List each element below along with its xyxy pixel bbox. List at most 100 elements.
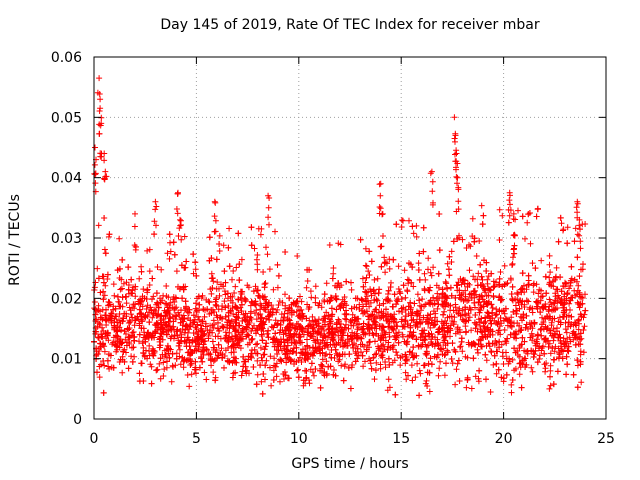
data-point — [127, 318, 134, 325]
data-point — [192, 324, 199, 331]
data-point — [229, 374, 236, 381]
data-point — [247, 314, 254, 321]
data-point — [462, 293, 469, 300]
data-point — [429, 188, 436, 195]
data-point — [102, 250, 109, 257]
data-point — [181, 233, 188, 240]
data-point — [550, 381, 557, 388]
data-point — [455, 310, 462, 317]
data-point — [377, 361, 384, 368]
data-point — [574, 362, 581, 369]
data-point — [231, 354, 237, 361]
data-point — [576, 273, 583, 280]
data-point — [530, 353, 537, 360]
data-point — [462, 304, 469, 311]
data-point — [550, 337, 557, 344]
data-point — [359, 326, 366, 333]
data-point — [164, 331, 170, 338]
data-point — [435, 342, 442, 349]
data-point — [232, 283, 239, 290]
data-point — [373, 306, 380, 313]
data-point — [160, 316, 167, 322]
data-point — [554, 368, 561, 375]
data-point — [101, 246, 108, 253]
data-point — [268, 382, 275, 389]
data-point — [260, 371, 267, 377]
data-point — [556, 314, 563, 321]
data-point — [211, 344, 218, 351]
data-point — [173, 206, 180, 212]
data-point — [164, 304, 171, 311]
data-point — [545, 343, 552, 350]
data-point — [128, 311, 135, 318]
data-point — [375, 333, 382, 339]
data-point — [444, 340, 451, 347]
data-point — [453, 366, 460, 373]
data-point — [258, 378, 265, 385]
data-point — [524, 219, 531, 226]
data-point — [170, 323, 177, 330]
data-point — [366, 355, 373, 362]
data-point — [225, 345, 231, 351]
data-point — [329, 330, 336, 337]
data-point — [100, 358, 107, 364]
data-point — [303, 315, 310, 322]
data-point — [473, 253, 480, 259]
data-point — [132, 293, 139, 300]
data-point — [117, 356, 124, 363]
data-point — [306, 380, 313, 387]
data-point — [183, 258, 190, 265]
data-point — [112, 305, 119, 312]
data-point — [210, 317, 217, 324]
data-point — [413, 336, 420, 343]
data-point — [480, 323, 487, 330]
data-point — [320, 334, 327, 341]
data-point — [386, 265, 393, 272]
data-point — [477, 261, 484, 268]
data-point — [321, 340, 328, 347]
data-point — [360, 363, 367, 370]
data-point — [534, 340, 541, 347]
data-point — [233, 319, 240, 326]
data-point — [516, 305, 523, 312]
data-point — [186, 383, 193, 390]
data-point — [436, 211, 443, 217]
data-point — [547, 373, 553, 380]
data-point — [376, 302, 383, 309]
data-point — [242, 310, 249, 317]
data-point — [448, 248, 455, 255]
data-point — [435, 372, 442, 379]
data-point — [333, 341, 340, 348]
data-point — [352, 295, 359, 302]
data-point — [433, 282, 440, 289]
data-point — [295, 366, 301, 373]
data-point — [386, 256, 393, 263]
data-point — [248, 224, 255, 231]
data-point — [192, 358, 199, 365]
data-point — [453, 173, 460, 180]
data-point — [514, 289, 521, 296]
data-point — [249, 347, 255, 354]
data-point — [383, 306, 389, 313]
data-point — [387, 284, 394, 290]
data-point — [266, 195, 273, 201]
data-point — [254, 357, 261, 364]
data-point — [265, 327, 272, 334]
data-point — [446, 253, 453, 260]
data-point — [321, 332, 328, 339]
data-point — [541, 361, 548, 368]
data-point — [547, 330, 554, 337]
data-point — [257, 362, 264, 369]
data-point — [406, 260, 412, 267]
data-point — [555, 238, 562, 245]
data-point — [360, 323, 367, 330]
data-point — [453, 150, 460, 157]
data-point — [522, 235, 528, 242]
data-point — [118, 285, 125, 292]
data-point — [192, 343, 199, 350]
data-point — [101, 343, 108, 350]
data-point — [102, 168, 109, 175]
data-point — [245, 321, 252, 328]
data-point — [195, 333, 202, 340]
data-point — [168, 378, 175, 385]
